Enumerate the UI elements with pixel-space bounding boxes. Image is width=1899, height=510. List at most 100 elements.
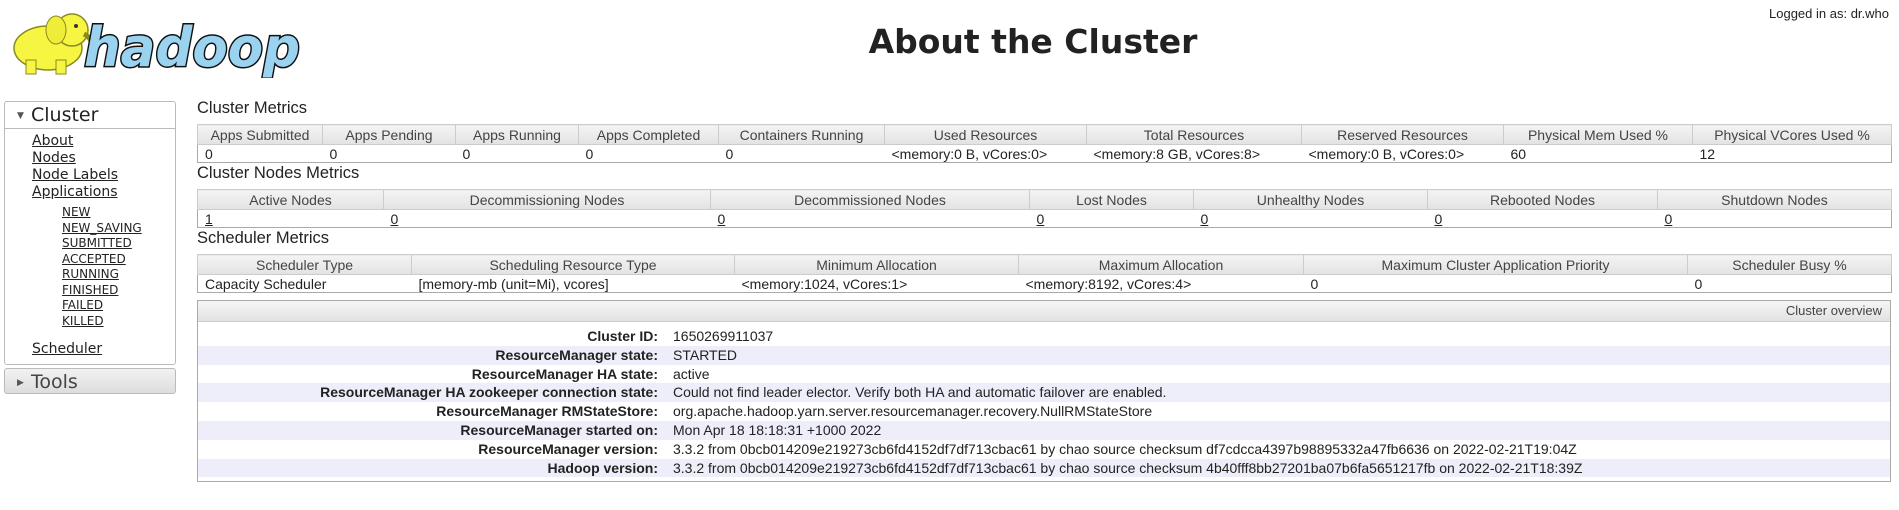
overview-row: Hadoop version: 3.3.2 from 0bcb014209e219…: [198, 458, 1890, 478]
overview-row: ResourceManager state: STARTED: [198, 345, 1890, 365]
column-header: Shutdown Nodes: [1657, 189, 1892, 210]
cluster-metrics-table: Apps Submitted Apps Pending Apps Running Ap…: [197, 124, 1892, 163]
cluster-nav-header[interactable]: ▼ Cluster: [5, 102, 175, 129]
triangle-right-icon: ▶: [17, 377, 24, 388]
nodes-metrics-title: Cluster Nodes Metrics: [197, 164, 360, 182]
nav-node-labels[interactable]: Node Labels: [32, 167, 119, 183]
column-header: Scheduler Busy %: [1687, 254, 1892, 275]
overview-value: active: [673, 365, 710, 382]
hadoop-logo[interactable]: hadoop: [6, 4, 306, 78]
column-header: Scheduler Type: [197, 254, 412, 275]
table-cell: 60: [1503, 144, 1693, 163]
nav-app-state-submitted[interactable]: SUBMITTED: [62, 236, 132, 250]
column-header: Containers Running: [718, 124, 885, 145]
page-title: About the Cluster: [868, 22, 1198, 61]
tools-nav[interactable]: ▶ Tools: [4, 368, 176, 394]
overview-row: Cluster ID: 1650269911037: [198, 327, 1890, 346]
overview-row: ResourceManager HA state: active: [198, 365, 1890, 384]
cluster-overview-title: Cluster overview: [198, 301, 1890, 322]
nav-applications[interactable]: Applications: [32, 184, 118, 200]
nav-app-state-killed[interactable]: KILLED: [62, 313, 104, 328]
table-row: 0 0 0 0 0 <memory:0 B, vCores:0> <memory:8 GB,…: [197, 144, 1892, 163]
column-header: Scheduling Resource Type: [411, 254, 735, 275]
overview-row: ResourceManager RMStateStore: org.apache.…: [198, 402, 1890, 421]
column-header: Reserved Resources: [1301, 124, 1504, 145]
table-cell: Capacity Scheduler: [197, 274, 412, 293]
column-header: Rebooted Nodes: [1427, 189, 1658, 210]
cluster-metrics-title: Cluster Metrics: [197, 99, 308, 117]
nav-about[interactable]: About: [32, 133, 74, 149]
overview-label: ResourceManager version:: [478, 440, 658, 457]
logo-text: hadoop: [84, 16, 300, 78]
nav-app-state-finished[interactable]: FINISHED: [62, 282, 119, 297]
table-row: 1 0 0 0 0 0 0: [197, 209, 1892, 228]
sidebar: ▼ Cluster About Nodes Node Labels Applica…: [4, 101, 176, 394]
main-content: Cluster Metrics Apps Submitted Apps Pendi…: [197, 98, 1892, 483]
cell-link[interactable]: 0: [1036, 210, 1045, 227]
overview-value: org.apache.hadoop.yarn.server.resourcema…: [673, 403, 1153, 420]
table-cell: 0: [1029, 209, 1194, 228]
column-header: Decommissioned Nodes: [710, 189, 1030, 210]
nav-app-state-accepted[interactable]: ACCEPTED: [62, 251, 126, 266]
column-header: Physical Mem Used %: [1503, 124, 1693, 145]
overview-value: 1650269911037: [673, 328, 774, 344]
cell-link[interactable]: 1: [205, 210, 213, 227]
overview-row: ResourceManager version: 3.3.2 from 0bcb0…: [198, 440, 1890, 459]
overview-label: Cluster ID:: [587, 328, 658, 344]
overview-value: 3.3.2 from 0bcb014209e219273cb6fd4152df7…: [673, 459, 1583, 476]
column-header: Active Nodes: [197, 189, 384, 210]
tools-nav-label: Tools: [31, 371, 78, 393]
cluster-nav-label: Cluster: [31, 104, 99, 126]
cluster-overview: Cluster overview Cluster ID: 165026991103…: [197, 300, 1891, 483]
column-header: Apps Completed: [578, 124, 719, 145]
column-header: Unhealthy Nodes: [1193, 189, 1428, 210]
application-states: NEW NEW_SAVING SUBMITTED ACCEPTED RUNNING FIN…: [32, 201, 175, 341]
overview-value: 3.3.2 from 0bcb014209e219273cb6fd4152df7…: [673, 440, 1577, 457]
column-header: Maximum Cluster Application Priority: [1303, 254, 1688, 275]
column-header: Minimum Allocation: [734, 254, 1019, 275]
table-cell: [memory-mb (unit=Mi), vcores]: [411, 274, 735, 293]
table-cell: 1: [197, 209, 384, 228]
overview-row: ResourceManager started on: Mon Apr 18 18…: [198, 420, 1890, 440]
nav-nodes[interactable]: Nodes: [32, 150, 76, 166]
table-header-row: Active Nodes Decommissioning Nodes Decommi…: [197, 189, 1892, 210]
logged-in-user: Logged in as: dr.who: [1769, 6, 1889, 21]
overview-value: Mon Apr 18 18:18:31 +1000 2022: [673, 421, 882, 438]
cell-link[interactable]: 0: [1434, 210, 1443, 227]
column-header: Used Resources: [884, 124, 1087, 145]
table-cell: 0: [578, 144, 719, 163]
overview-label: Hadoop version:: [547, 459, 658, 476]
column-header: Apps Pending: [322, 124, 456, 145]
table-cell: 12: [1692, 144, 1892, 163]
column-header: Maximum Allocation: [1018, 254, 1304, 275]
overview-label: ResourceManager started on:: [460, 421, 658, 438]
overview-row: ResourceManager HA zookeeper connection …: [198, 383, 1890, 403]
nav-app-state-new_saving[interactable]: NEW_SAVING: [62, 220, 142, 235]
cell-link[interactable]: 0: [1664, 210, 1673, 227]
table-cell: 0: [1193, 209, 1428, 228]
table-cell: <memory:8192, vCores:4>: [1018, 274, 1304, 293]
column-header: Apps Submitted: [197, 124, 323, 145]
table-header-row: Scheduler Type Scheduling Resource Type Mi…: [197, 254, 1892, 275]
table-cell: <memory:0 B, vCores:0>: [1301, 144, 1504, 163]
nodes-metrics-table: Active Nodes Decommissioning Nodes Decommi…: [197, 189, 1892, 228]
table-cell: <memory:1024, vCores:1>: [734, 274, 1019, 293]
column-header: Apps Running: [455, 124, 579, 145]
table-cell: <memory:8 GB, vCores:8>: [1086, 144, 1302, 163]
overview-label: ResourceManager state:: [495, 346, 658, 363]
cell-link[interactable]: 0: [1200, 210, 1209, 227]
column-header: Decommissioning Nodes: [383, 189, 711, 210]
table-cell: 0: [1303, 274, 1688, 293]
table-cell: 0: [322, 144, 456, 163]
cell-link[interactable]: 0: [717, 210, 726, 227]
cell-link[interactable]: 0: [390, 210, 399, 227]
nav-scheduler[interactable]: Scheduler: [32, 341, 103, 357]
scheduler-metrics-title: Scheduler Metrics: [197, 229, 330, 247]
table-cell: 0: [197, 144, 323, 163]
nav-app-state-running[interactable]: RUNNING: [62, 267, 119, 281]
overview-label: ResourceManager HA state:: [471, 365, 658, 382]
nav-app-state-failed[interactable]: FAILED: [62, 298, 104, 312]
table-cell: 0: [1687, 274, 1892, 293]
elephant-icon: [13, 13, 95, 75]
nav-app-state-new[interactable]: NEW: [62, 205, 91, 219]
